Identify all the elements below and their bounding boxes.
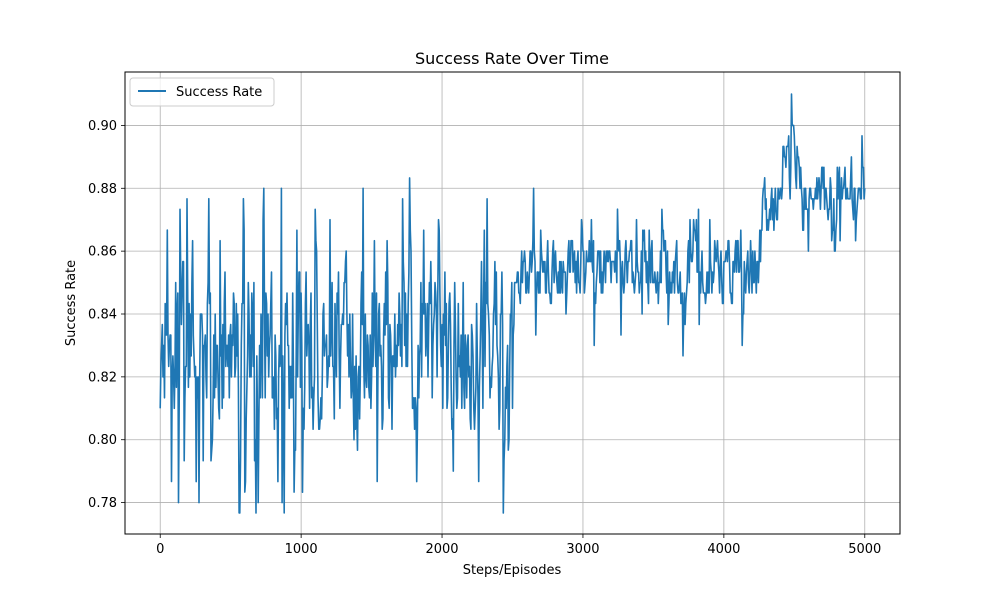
y-tick-label: 0.86 bbox=[88, 245, 117, 260]
x-tick-label: 0 bbox=[156, 542, 164, 557]
chart-title: Success Rate Over Time bbox=[415, 49, 609, 68]
legend-label: Success Rate bbox=[176, 85, 262, 100]
y-tick-label: 0.88 bbox=[88, 182, 117, 197]
y-tick-label: 0.90 bbox=[88, 119, 117, 134]
x-axis-label: Steps/Episodes bbox=[463, 563, 562, 578]
x-tick-label: 1000 bbox=[285, 542, 318, 557]
plot-area bbox=[159, 93, 866, 514]
y-tick-label: 0.78 bbox=[88, 496, 117, 511]
x-tick-label: 2000 bbox=[425, 542, 458, 557]
x-tick-label: 5000 bbox=[848, 542, 881, 557]
x-tick-label: 4000 bbox=[707, 542, 740, 557]
series-line-success-rate bbox=[159, 93, 866, 514]
y-tick-label: 0.80 bbox=[88, 433, 117, 448]
y-tick-label: 0.82 bbox=[88, 370, 117, 385]
y-axis-label: Success Rate bbox=[64, 260, 79, 346]
plot-frame bbox=[124, 71, 901, 535]
y-tick-label: 0.84 bbox=[88, 308, 117, 323]
legend-box bbox=[129, 77, 275, 107]
x-tick-label: 3000 bbox=[566, 542, 599, 557]
legend: Success Rate bbox=[129, 77, 275, 107]
axis-ticks: 0 1000 2000 3000 4000 5000 0.78 0.80 0.82 0.84 0.8… bbox=[88, 119, 881, 557]
